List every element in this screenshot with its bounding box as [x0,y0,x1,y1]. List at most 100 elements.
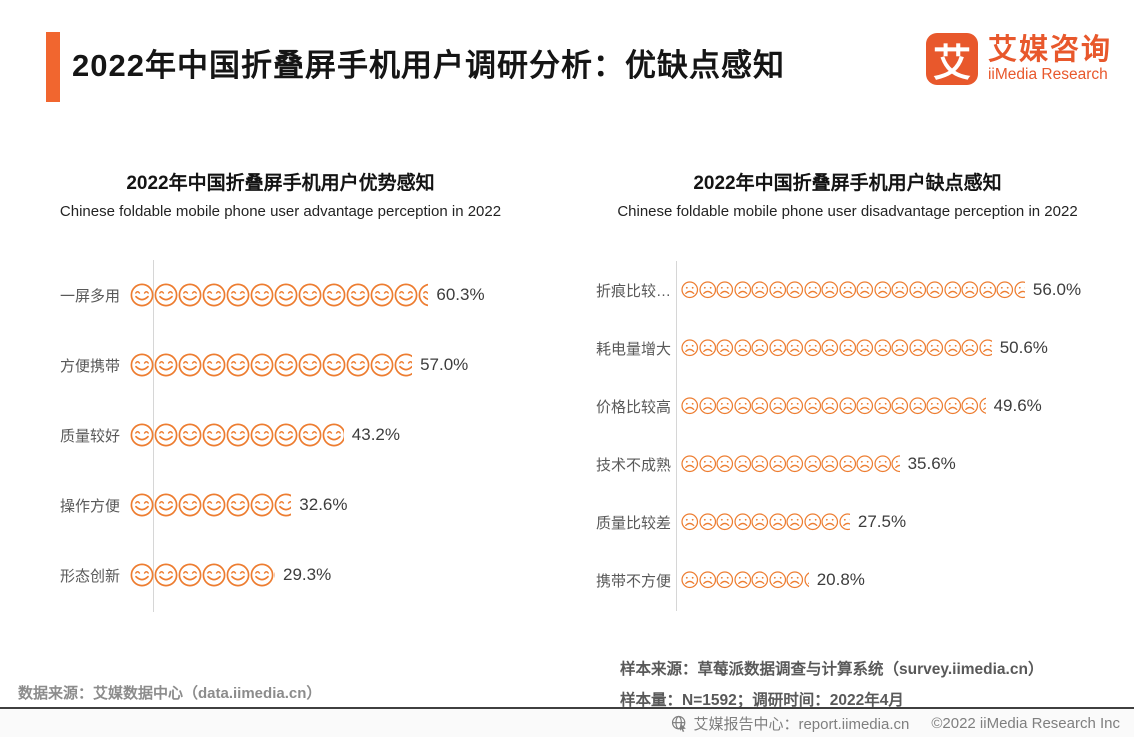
frown-icon [786,339,804,357]
frown-icon [716,455,734,473]
smiley-icon [154,563,178,587]
pictogram-bar [130,563,275,587]
frown-icon [768,513,786,531]
smiley-icon [202,353,226,377]
smiley-icon [274,493,292,517]
frown-icon [803,513,821,531]
frown-icon [908,339,926,357]
footer-divider [0,707,1134,709]
frown-icon [733,513,751,531]
smiley-icon [202,283,226,307]
value-label: 43.2% [351,425,400,444]
frown-icon [873,339,891,357]
frown-icon [838,455,856,473]
frown-icon [873,281,891,299]
frown-icon [891,281,909,299]
category-label: 质量比较差 [595,514,671,532]
frown-icon [786,397,804,415]
frown-icon [751,397,769,415]
frown-icon [751,339,769,357]
frown-icon [943,397,961,415]
frown-icon [733,339,751,357]
chart-row: 操作方便 [32,470,502,540]
smiley-icon [154,353,178,377]
frown-icon [821,455,839,473]
smiley-icon [394,353,413,377]
chart-row: 质量较好 [32,400,502,470]
advantage-chart-subtitle: Chinese foldable mobile phone user advan… [59,203,502,220]
globe-cursor-icon [672,715,687,732]
smiley-icon [274,423,298,447]
category-label: 质量较好 [59,427,120,445]
chart-row: 折痕比较… [583,261,1128,319]
disadvantage-chart-title: 2022年中国折叠屏手机用户缺点感知 [693,173,1002,194]
pictogram-bar [681,571,809,589]
smiley-icon [226,423,250,447]
value-label: 60.3% [436,285,485,304]
frown-icon [891,339,909,357]
frown-icon [751,513,769,531]
pictogram-bar [130,283,429,307]
value-label: 20.8% [816,570,865,589]
smiley-icon [274,571,275,579]
footer-band: 艾媒报告中心：report.iimedia.cn ©2022 iiMedia R… [0,709,1134,737]
frown-icon [681,455,699,473]
frown-icon [926,281,944,299]
frown-icon [821,513,839,531]
sample-source-line: 样本来源：草莓派数据调查与计算系统（survey.iimedia.cn） [620,661,1044,678]
chart-row: 形态创新 [32,540,502,610]
category-label: 方便携带 [59,357,120,375]
frown-icon [698,513,716,531]
frown-icon [681,513,699,531]
frown-icon [856,281,874,299]
frown-icon [891,397,909,415]
frown-icon [891,455,900,473]
frown-icon [768,455,786,473]
frown-icon [698,397,716,415]
smiley-icon [226,493,250,517]
category-label: 携带不方便 [595,572,671,590]
smiley-icon [202,563,226,587]
smiley-icon [130,353,154,377]
frown-icon [681,397,699,415]
frown-icon [768,571,786,589]
smiley-icon [130,493,154,517]
logo-icon: 艾 [925,33,978,85]
frown-icon [751,281,769,299]
smiley-icon [346,353,370,377]
smiley-icon [130,283,154,307]
frown-icon [786,571,804,589]
report-center-link[interactable]: 艾媒报告中心：report.iimedia.cn [671,713,909,734]
disadvantage-chart-axis [676,261,677,611]
value-label: 32.6% [299,495,348,514]
pictogram-bar [681,281,1025,299]
frown-icon [751,571,769,589]
smiley-icon [202,423,226,447]
frown-icon [803,339,821,357]
smiley-icon [250,493,274,517]
frown-icon [978,339,992,357]
smiley-icon [178,423,202,447]
smiley-icon [178,563,202,587]
smiley-icon [154,283,178,307]
logo-name-cn: 艾媒咨询 [987,34,1112,66]
frown-icon [961,281,979,299]
frown-icon [716,339,734,357]
frown-icon [716,397,734,415]
frown-icon [786,455,804,473]
chart-row: 价格比较高 [583,377,1128,435]
smiley-icon [226,563,250,587]
frown-icon [926,397,944,415]
category-label: 技术不成熟 [595,456,671,474]
smiley-icon [178,353,202,377]
smiley-icon [130,423,154,447]
smiley-icon [250,283,274,307]
frown-icon [751,455,769,473]
frown-icon [873,397,891,415]
pictogram-bar [681,339,992,357]
frown-icon [821,397,839,415]
logo-name-en: iiMedia Research [987,66,1108,83]
frown-icon [681,339,699,357]
frown-icon [1013,281,1025,299]
smiley-icon [250,423,274,447]
